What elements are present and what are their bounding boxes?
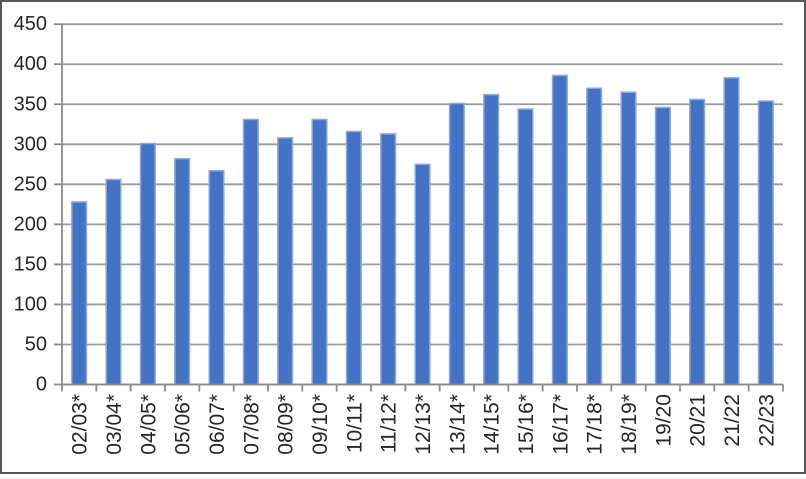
bar (139, 142, 156, 386)
x-axis-tick-label: 03/04* (103, 394, 126, 455)
bar (483, 93, 500, 386)
x-axis-tick-label: 13/14* (446, 394, 469, 455)
x-axis-tick-label: 21/22 (721, 394, 744, 447)
bar (414, 163, 431, 386)
x-axis-tick-label: 09/10* (309, 394, 332, 455)
y-axis-tick-label: 200 (14, 213, 47, 235)
x-axis-tick-label: 16/17* (549, 394, 572, 455)
y-axis-tick-label: 100 (14, 293, 47, 315)
bar (174, 157, 191, 386)
x-axis-tick-label: 08/09* (275, 394, 298, 455)
bar (105, 178, 122, 386)
y-axis-tick-label: 400 (14, 53, 47, 75)
bar (586, 87, 603, 386)
x-axis-tick-label: 22/23 (755, 394, 778, 447)
bar (551, 74, 568, 386)
bar (208, 169, 225, 386)
y-axis-tick-label: 250 (14, 173, 47, 195)
x-axis-tick-label: 20/21 (687, 394, 710, 447)
bar (517, 108, 534, 386)
bar (380, 133, 397, 386)
bar (345, 130, 362, 386)
x-axis-tick-label: 17/18* (584, 394, 607, 455)
x-axis-tick-label: 06/07* (206, 394, 229, 455)
x-axis-tick-label: 12/13* (412, 394, 435, 455)
bar (757, 100, 774, 386)
x-axis-tick-label: 10/11* (343, 394, 366, 453)
bar (311, 118, 328, 386)
bar (620, 91, 637, 386)
y-axis-tick-label: 0 (36, 374, 47, 396)
x-axis-tick-label: 11/12* (378, 394, 401, 453)
bar (71, 201, 88, 386)
bar (689, 98, 706, 386)
bar (723, 77, 740, 386)
y-axis-tick-label: 50 (25, 333, 47, 355)
x-axis-tick-label: 19/20 (652, 394, 675, 447)
y-axis-tick-label: 350 (14, 93, 47, 115)
x-axis-tick-label: 05/06* (172, 394, 195, 455)
x-axis-tick-label: 02/03* (69, 394, 92, 455)
bar (242, 118, 259, 386)
x-axis-tick-label: 15/16* (515, 394, 538, 455)
y-axis-tick-label: 300 (14, 133, 47, 155)
x-axis-tick-label: 14/15* (481, 394, 504, 455)
x-axis-tick-label: 07/08* (240, 394, 263, 455)
x-axis-tick-label: 18/19* (618, 394, 641, 455)
bar (448, 102, 465, 386)
y-axis-tick-label: 150 (14, 253, 47, 275)
bar (277, 137, 294, 386)
bar (654, 106, 671, 386)
x-axis-tick-label: 04/05* (137, 394, 160, 455)
y-axis-tick-label: 450 (14, 13, 47, 35)
